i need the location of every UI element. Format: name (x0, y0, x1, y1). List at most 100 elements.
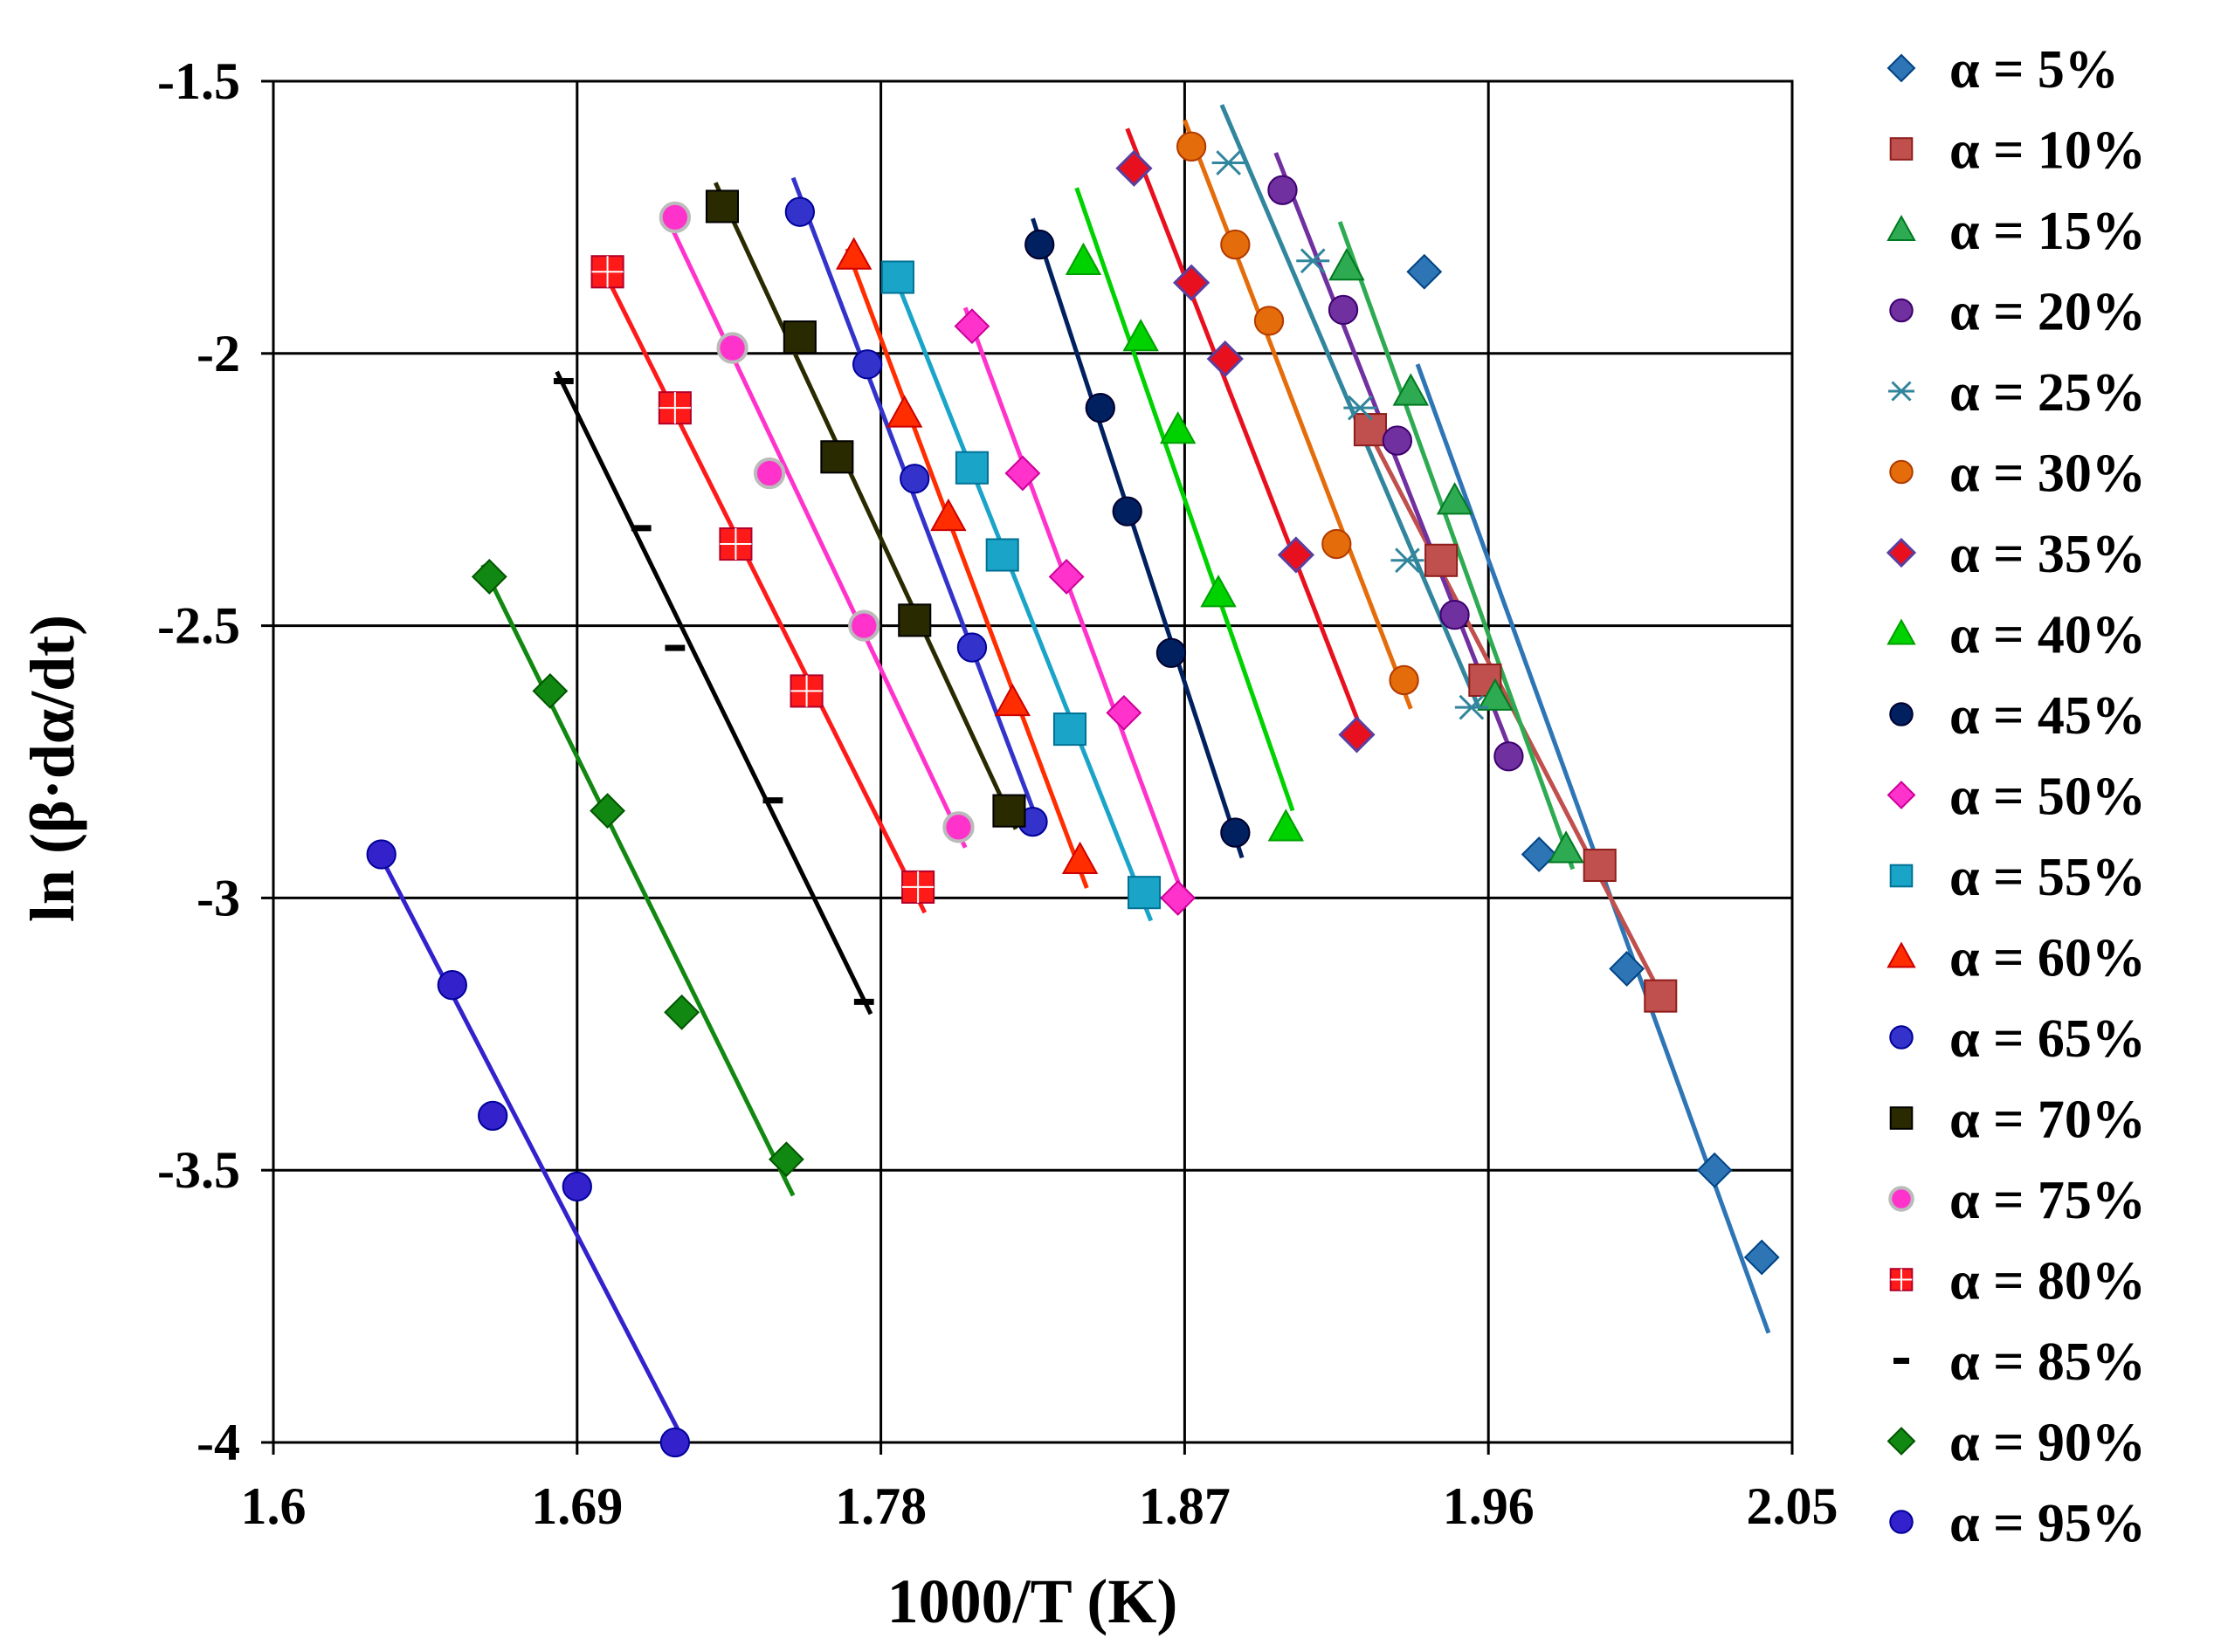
data-point (1004, 455, 1041, 492)
data-point (1085, 393, 1115, 423)
grid (261, 79, 1794, 1455)
fit-line (888, 265, 1154, 922)
fit-line (1125, 127, 1366, 737)
legend: α = 5% α = 10% α = 15% α = 20% α = 25% α = 30… (1886, 40, 2146, 1553)
data-point (942, 811, 975, 843)
data-point (1115, 149, 1153, 187)
data-point (1061, 841, 1099, 874)
legend-item: α = 50% (1886, 767, 2146, 827)
data-point (478, 1100, 508, 1131)
fit-line (1219, 104, 1480, 707)
legend-label: α = 80% (1949, 1252, 2146, 1311)
data-point (898, 603, 932, 637)
data-point (1024, 229, 1055, 260)
legend-label: α = 25% (1949, 363, 2146, 423)
legend-marker (1889, 1268, 1914, 1291)
data-point (1122, 319, 1159, 352)
fit-line (790, 176, 1042, 828)
data-point (1220, 817, 1251, 848)
fit-lines (372, 104, 1771, 1438)
data-point (768, 1141, 804, 1178)
data-point (955, 451, 989, 485)
data-point (1382, 425, 1413, 456)
x-tick-label: 1.6 (241, 1477, 307, 1535)
legend-item: α = 45% (1889, 686, 2146, 746)
x-tick-label: 1.87 (1139, 1477, 1231, 1535)
data-point (852, 349, 883, 380)
legend-item: α = 75% (1888, 1171, 2146, 1230)
data-point (659, 201, 692, 234)
data-point (930, 498, 967, 532)
legend-label: α = 50% (1949, 767, 2146, 827)
legend-label: α = 20% (1949, 283, 2146, 342)
fit-line (555, 370, 873, 1015)
legend-item: α = 90% (1886, 1414, 2146, 1473)
data-point (1321, 528, 1352, 560)
fit-line (713, 182, 1018, 830)
legend-label: α = 85% (1949, 1332, 2146, 1392)
data-point (1338, 716, 1376, 754)
legend-marker (1889, 459, 1914, 485)
data-point (1521, 836, 1557, 872)
legend-label: α = 10% (1949, 121, 2146, 181)
data-point (590, 255, 624, 289)
y-tick-label: -4 (197, 1414, 240, 1471)
data-point (1173, 264, 1211, 301)
legend-label: α = 90% (1949, 1414, 2146, 1473)
data-point (664, 994, 700, 1030)
data-point (994, 683, 1031, 717)
data-point (1743, 1239, 1780, 1276)
legend-marker (1886, 537, 1917, 568)
data-point (1389, 664, 1419, 696)
data-point (753, 457, 786, 490)
legend-label: α = 30% (1949, 444, 2146, 504)
legend-marker (1889, 1106, 1914, 1130)
data-point (1159, 411, 1197, 444)
fit-line (962, 306, 1187, 901)
data-point (366, 839, 397, 870)
data-point (820, 440, 854, 474)
data-point (1392, 373, 1430, 406)
x-axis-title: 1000/T (K) (887, 1566, 1178, 1636)
fit-line (598, 264, 928, 914)
data-point (900, 464, 930, 494)
legend-item: α = 25% (1888, 363, 2146, 423)
legend-item: α = 15% (1886, 202, 2146, 261)
data-point (1200, 575, 1237, 608)
data-markers (366, 131, 1780, 1458)
data-point (562, 1171, 592, 1202)
legend-item: α = 65% (1889, 1009, 2146, 1069)
legend-item: α = 20% (1889, 283, 2146, 342)
data-point (954, 308, 990, 345)
data-point (1390, 547, 1424, 574)
data-point (762, 797, 783, 804)
legend-item: α = 60% (1886, 929, 2146, 988)
data-point (658, 391, 692, 425)
data-point (437, 970, 467, 1001)
data-point (880, 260, 914, 294)
x-tick-label: 1.69 (531, 1477, 623, 1535)
fit-line (372, 843, 684, 1438)
fit-line (480, 563, 796, 1197)
legend-marker (1886, 941, 1916, 968)
legend-label: α = 40% (1949, 606, 2146, 665)
fit-line (845, 248, 1089, 889)
data-point (553, 377, 574, 384)
data-point (719, 527, 753, 561)
legend-marker (1889, 1510, 1914, 1534)
data-point (1127, 876, 1162, 910)
data-point (1328, 294, 1359, 326)
data-point (1106, 694, 1142, 731)
data-point (783, 320, 817, 354)
legend-item: α = 70% (1889, 1091, 2146, 1150)
legend-marker (1889, 864, 1914, 888)
legend-marker (1886, 781, 1916, 809)
data-point (471, 559, 507, 595)
legend-marker (1888, 381, 1914, 402)
data-point (716, 332, 748, 364)
data-point (1328, 247, 1365, 281)
legend-marker (1886, 1427, 1916, 1456)
data-point (1436, 482, 1473, 515)
legend-label: α = 35% (1949, 525, 2146, 584)
